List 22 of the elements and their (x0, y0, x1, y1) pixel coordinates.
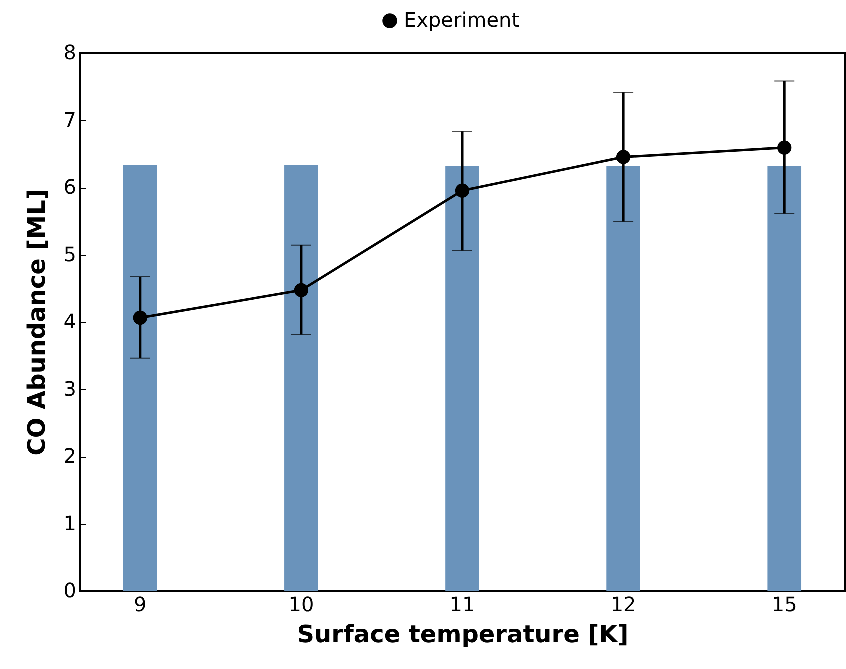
point (133, 310, 148, 326)
y-tick-label: 8 (64, 40, 76, 64)
y-tick-label: 2 (64, 444, 76, 468)
y-tick-label: 5 (64, 242, 76, 266)
point (778, 140, 792, 155)
point (294, 283, 309, 298)
x-tick-label: 9 (134, 592, 147, 616)
y-tick-label: 3 (64, 376, 76, 401)
x-tick-label: 15 (772, 592, 798, 616)
y-tick-label: 7 (64, 108, 76, 132)
y-tick-label: 1 (64, 511, 76, 536)
y-tick-label: 0 (64, 578, 76, 602)
point (455, 184, 470, 198)
y-tick-label: 6 (64, 175, 76, 199)
point (616, 150, 631, 164)
x-axis-title: Surface temperature [K] (297, 620, 629, 648)
y-tick-label: 4 (64, 310, 76, 334)
x-tick-label: 10 (288, 592, 314, 616)
x-tick-label: 11 (450, 592, 476, 616)
legend-label: Experiment (404, 8, 520, 32)
x-tick-label: 12 (610, 592, 636, 616)
y-axis-title: CO Abundance [ML] (22, 189, 51, 456)
